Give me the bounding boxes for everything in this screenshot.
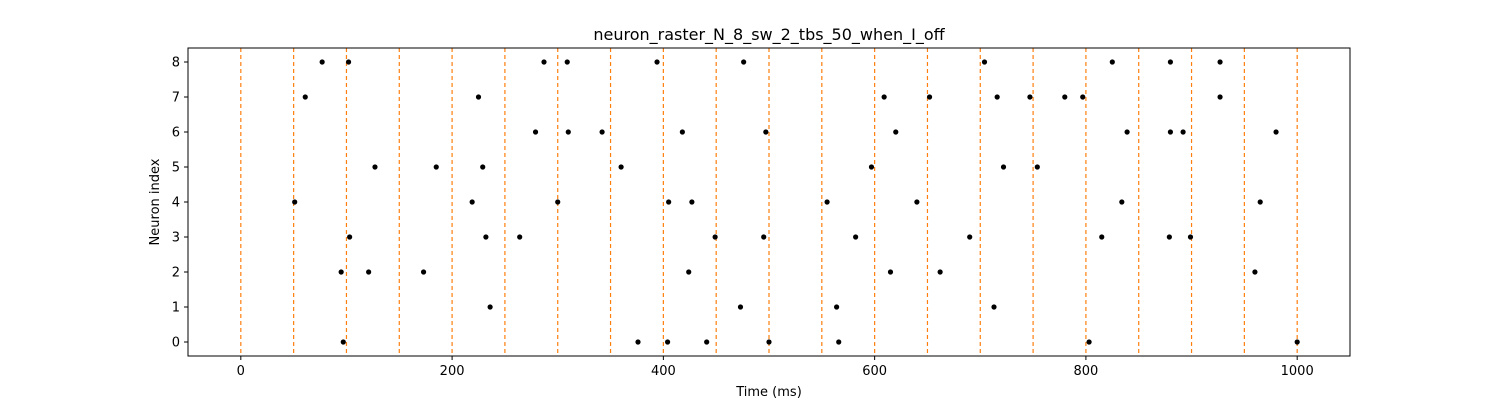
spike-point <box>302 94 308 100</box>
spike-point <box>926 94 933 100</box>
spike-point <box>766 339 772 345</box>
x-tick-label: 1000 <box>1281 364 1314 379</box>
spike-point <box>1086 339 1092 345</box>
spike-markers <box>292 59 1300 345</box>
spike-point <box>1166 234 1172 240</box>
spike-point <box>1187 234 1194 240</box>
spike-point <box>967 234 973 240</box>
y-tick-label: 6 <box>172 126 180 141</box>
spike-point <box>1217 94 1223 100</box>
spike-point <box>340 339 346 345</box>
spike-point <box>887 269 894 275</box>
y-tick-label: 7 <box>172 91 180 106</box>
y-axis-label: Neuron index <box>148 158 163 245</box>
spike-point <box>483 234 489 240</box>
spike-point <box>1109 59 1115 65</box>
spike-point <box>824 199 830 205</box>
spike-point <box>635 339 641 345</box>
spike-point <box>347 234 353 240</box>
spike-point <box>372 164 378 170</box>
spike-point <box>1273 129 1279 135</box>
spike-point <box>853 234 859 240</box>
spike-point <box>366 269 372 275</box>
spike-point <box>761 234 767 240</box>
spike-point <box>618 164 624 170</box>
spike-point <box>420 269 427 275</box>
x-axis-label: Time (ms) <box>735 385 802 400</box>
chart-title: neuron_raster_N_8_sw_2_tbs_50_when_I_off <box>593 25 945 45</box>
spike-point <box>1000 164 1007 170</box>
spike-point <box>666 199 672 205</box>
spike-point <box>737 304 744 310</box>
spike-point <box>1034 164 1040 170</box>
spike-point <box>345 59 352 65</box>
spike-point <box>541 59 547 65</box>
spike-point <box>475 94 482 100</box>
spike-point <box>319 59 325 65</box>
spike-point <box>991 304 997 310</box>
spike-point <box>914 199 920 205</box>
spike-point <box>555 199 561 205</box>
spike-point <box>704 339 710 345</box>
spike-point <box>1062 94 1068 100</box>
spike-point <box>564 59 570 65</box>
spike-point <box>565 129 571 135</box>
y-tick-label: 5 <box>172 161 180 176</box>
spike-point <box>292 199 298 205</box>
x-tick-label: 400 <box>651 364 676 379</box>
spike-point <box>834 304 840 310</box>
spike-point <box>1119 199 1125 205</box>
spike-point <box>981 59 988 65</box>
spike-point <box>994 94 1000 100</box>
spike-point <box>893 129 899 135</box>
spike-point <box>686 269 692 275</box>
spike-point <box>1167 129 1174 135</box>
spike-point <box>868 164 875 170</box>
y-tick-label: 3 <box>172 231 180 246</box>
x-tick-label: 200 <box>440 364 465 379</box>
spike-point <box>937 269 943 275</box>
spike-point <box>532 129 539 135</box>
x-tick-label: 0 <box>237 364 245 379</box>
y-tick-label: 0 <box>172 336 180 351</box>
spike-point <box>664 339 671 345</box>
spike-point <box>487 304 493 310</box>
spike-point <box>712 234 718 240</box>
spike-point <box>836 339 842 345</box>
x-tick-label: 600 <box>862 364 887 379</box>
spike-point <box>599 129 605 135</box>
x-axis-ticks: 0 200 400 600 800 1000 <box>237 356 1314 379</box>
spike-point <box>1027 94 1033 100</box>
y-tick-label: 1 <box>172 301 180 316</box>
spike-point <box>763 129 769 135</box>
spike-point <box>1257 199 1263 205</box>
spike-point <box>689 199 695 205</box>
spike-point <box>1180 129 1186 135</box>
spike-point <box>654 59 660 65</box>
x-tick-label: 800 <box>1073 364 1098 379</box>
y-tick-label: 8 <box>172 56 180 71</box>
spike-point <box>338 269 344 275</box>
spike-point <box>1294 339 1300 345</box>
spike-point <box>1099 234 1105 240</box>
stimulus-lines <box>240 48 1298 356</box>
y-axis-ticks: 0 1 2 3 4 5 6 7 8 <box>172 56 188 351</box>
spike-point <box>433 164 439 170</box>
spike-point <box>679 129 685 135</box>
spike-point <box>1080 94 1086 100</box>
spike-point <box>469 199 475 205</box>
spike-point <box>517 234 523 240</box>
spike-point <box>1124 129 1130 135</box>
spike-point <box>1217 59 1223 65</box>
y-tick-label: 2 <box>172 266 180 281</box>
spike-point <box>480 164 486 170</box>
spike-point <box>1167 59 1174 65</box>
spike-point <box>1252 269 1258 275</box>
spike-point <box>741 59 747 65</box>
y-tick-label: 4 <box>172 196 180 211</box>
spike-point <box>881 94 887 100</box>
